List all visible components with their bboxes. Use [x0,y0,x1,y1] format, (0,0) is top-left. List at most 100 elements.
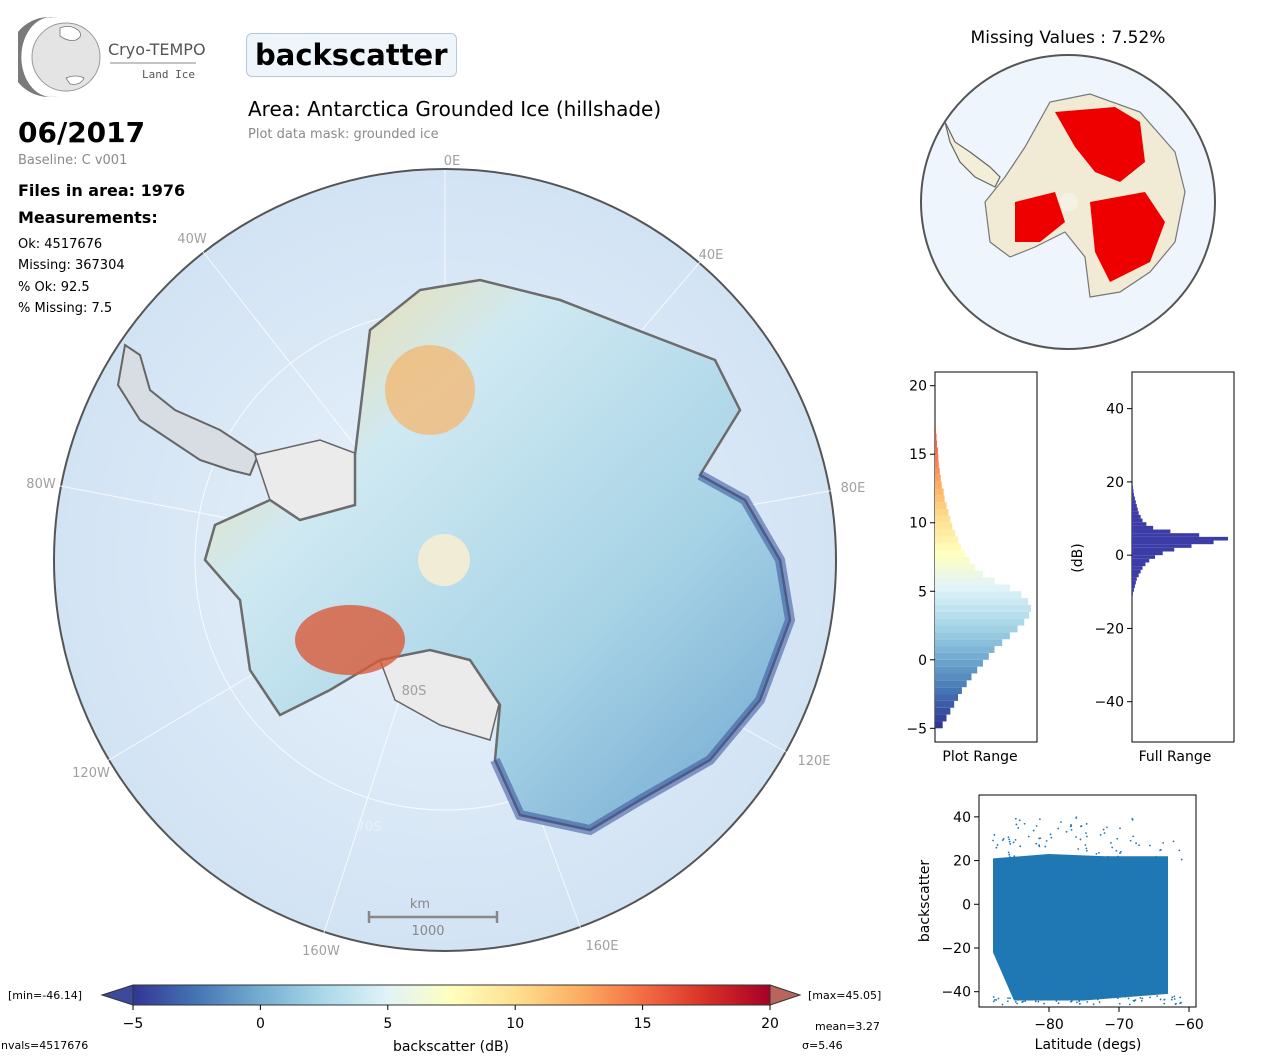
pole-hole [418,534,470,586]
full-range-xlabel: Full Range [1139,749,1212,765]
plot-range-ytick-label: 0 [918,653,927,669]
scatter-point [1085,847,1088,850]
scatter-point [1162,841,1165,844]
scatter-point [992,839,994,842]
plot-range-bar [935,488,944,496]
plot-range-bar [935,474,941,482]
scatter-point [1054,857,1057,859]
scatter-point [1017,859,1020,862]
scatter-point [1106,826,1108,829]
full-range-bar [1132,525,1154,530]
high-backscatter-patch-1 [295,605,405,675]
scatter-point [1140,999,1143,1002]
scatter-point [1170,998,1173,1001]
full-range-bar [1132,496,1135,501]
scatter-point [1117,855,1119,858]
colorbar-min-label: [min=-46.14] [8,989,82,1002]
scatter-point [1014,817,1017,820]
scatter-point [1070,1000,1073,1002]
full-range-histogram: 40 20 0 −20 −40 (dB) Full Range [1070,371,1235,765]
mask-text: Plot data mask: grounded ice [248,127,439,142]
scatter-point-cloud [993,854,1168,1001]
scatter-point [1007,997,1009,1000]
scatter-point [1131,819,1134,821]
scatter-point [1008,838,1010,841]
scatter-point [1001,1003,1004,1006]
plot-range-bar [935,611,1030,619]
scatter-point [1129,858,1131,861]
full-range-ytick-label: −40 [1094,695,1124,711]
scatter-point [1077,857,1080,860]
scatter-point [1008,853,1011,856]
plot-range-ytick-label: 5 [918,584,927,600]
full-range-bar [1132,584,1135,589]
plot-range-bar [935,522,953,530]
plot-range-bar [935,591,1022,599]
scale-bar-value: 1000 [411,924,444,939]
colorbar-min-extend [100,984,134,1006]
full-range-bar [1132,503,1137,508]
full-range-bar [1132,489,1134,493]
scatter-ylabel: backscatter [917,860,933,942]
colorbar-tick-label: 0 [256,1016,265,1032]
scatter-ytick-label: 0 [962,897,971,913]
colorbar-tick-label: 5 [383,1016,392,1032]
scatter-point [1034,858,1037,861]
lon-label-40e: 40E [699,248,724,263]
scatter-point [1070,828,1073,831]
full-range-bar [1132,562,1146,567]
full-range-bar [1132,566,1143,570]
coastal-rim [490,470,796,836]
plot-range-bar [935,652,989,660]
stat-missing: Missing: 367304 [18,258,125,273]
plot-range-bar [935,454,939,462]
scatter-point [1138,844,1140,847]
plot-range-bar [935,604,1031,612]
plot-range-bar [935,509,949,516]
scatter-point [1075,817,1078,819]
scatter-point [1084,996,1087,998]
colorbar-sigma: σ=5.46 [802,1039,843,1052]
scatter-point [1149,844,1151,847]
plot-range-bar [935,646,995,653]
full-range-bar [1132,558,1150,563]
scatter-point [1163,998,1166,1001]
scatter-point [1085,832,1087,835]
stat-ok: Ok: 4517676 [18,237,103,252]
scatter-point [1171,996,1174,999]
latitude-scatter-plot: 40 20 0 −20 −40 −80 −70 −60 backscatter Latitud… [917,794,1204,1053]
scatter-point [1141,997,1144,1000]
full-range-bar [1132,492,1134,497]
scatter-point [1057,1002,1060,1005]
scatter-point [1078,1000,1081,1003]
area-title: Area: Antarctica Grounded Ice (hillshade… [248,97,662,121]
plot-range-bar [935,550,965,557]
full-range-bar [1132,551,1163,556]
scatter-point [1084,844,1087,846]
full-range-bar [1132,544,1192,548]
plot-range-bar [935,625,1018,633]
scatter-point [1016,1002,1018,1005]
scatter-point [1008,840,1011,843]
scatter-point [1085,849,1088,852]
stat-pct-ok: % Ok: 92.5 [18,280,90,295]
scatter-point [993,999,996,1001]
scatter-point [1120,995,1123,998]
lon-label-80w: 80W [26,477,56,492]
plot-range-bar [935,495,945,503]
missing-values-map [920,54,1216,350]
colorbar: −5 0 5 10 15 20 [min=-46.14] [max=45.05] back… [1,984,881,1055]
scatter-point [1091,858,1094,861]
plot-range-bar [935,618,1025,626]
scatter-point [1098,851,1100,854]
plot-range-bar [935,557,970,564]
logo-subtitle: Land Ice [142,68,195,81]
scatter-point [1017,827,1020,829]
full-range-bar [1132,591,1133,596]
scatter-point [1024,1000,1027,1002]
full-range-bar [1132,500,1136,504]
plot-range-bar [935,659,983,667]
full-range-bar [1132,547,1175,552]
scatter-point [1018,819,1021,822]
scatter-point [1032,829,1035,832]
